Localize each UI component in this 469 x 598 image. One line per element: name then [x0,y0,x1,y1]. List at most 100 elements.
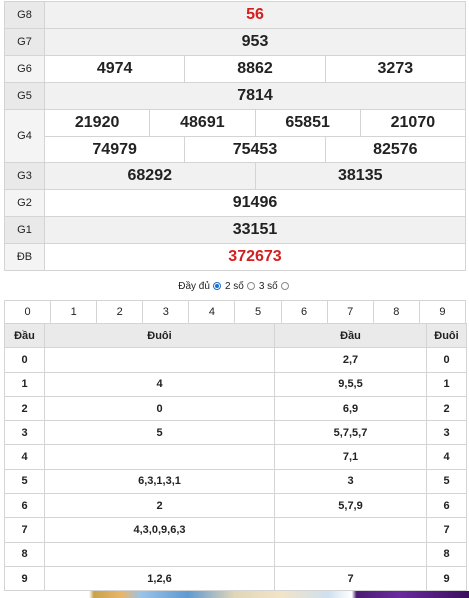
prize-number: 4974 [96,60,133,77]
loto-cell-duoi: 4,3,0,9,6,3 [44,517,275,543]
loto-table: Đầu Đuôi Đầu Đuôi 0 2,7 0 1 4 9,5,5 1 2 0 6,9 2 3 5 5… [4,322,467,592]
loto-cell-duoi: 4 [44,371,275,397]
prize-label: G3 [4,162,45,190]
digit-button[interactable]: 7 [326,301,373,323]
loto-cell-dau: 6 [4,493,45,519]
prize-label: G2 [4,189,45,217]
option-three-label[interactable]: 3 số [258,280,278,292]
radio-three-digits[interactable] [246,282,255,290]
digit-button[interactable]: 2 [96,301,142,323]
prize-row-g1: G1 33151 [4,216,466,244]
prize-number: 21070 [359,110,465,136]
prize-row-g2: G2 91496 [4,189,466,217]
header-duoi: Đuôi [426,322,467,349]
banner-strip [0,591,469,598]
option-full-label[interactable]: Đầy đủ [178,280,210,292]
prize-number: 74979 [92,140,137,158]
prize-label: G1 [4,216,45,244]
results-table: G8 56 G7 953 G6 4974 8862 3273 G5 7814 G… [4,1,466,271]
loto-cell-dau2: 2,7 [274,347,427,373]
prize-label: G6 [4,55,45,83]
loto-cell-dau2: 7 [274,565,427,592]
loto-cell-dau2: 9,5,5 [274,371,427,397]
loto-cell-dau2: 5,7,9 [274,493,427,519]
table-row: 5 6,3,1,3,1 3 5 [4,468,467,495]
prize-row-g4: G4 21920 48691 65851 21070 74979 75453 8… [4,109,466,163]
prize-row-g3: G3 68292 38135 [4,162,466,190]
prize-row-g8: G8 56 [4,1,466,29]
loto-cell-duoi [44,541,275,567]
loto-cell-duoi2: 0 [426,347,467,373]
table-row: 3 5 5,7,5,7 3 [4,420,467,446]
loto-cell-duoi2: 3 [426,420,467,446]
loto-cell-dau2: 7,1 [274,444,427,470]
prize-row-g6: G6 4974 8862 3273 [4,55,466,83]
loto-cell-dau2 [274,517,427,543]
prize-number: 75453 [184,137,324,162]
loto-cell-duoi2: 9 [426,565,467,592]
option-two-label[interactable]: 2 số [224,280,244,292]
digit-filter-row: 0 1 2 3 4 5 6 7 8 9 [4,300,466,324]
loto-cell-duoi [44,347,275,373]
prize-number: 3273 [324,56,465,82]
loto-cell-duoi: 1,2,6 [44,565,275,592]
loto-cell-duoi: 0 [44,395,275,422]
table-row: 9 1,2,6 7 9 [4,565,467,592]
loto-cell-duoi: 6,3,1,3,1 [44,468,275,495]
digit-button[interactable]: 6 [280,301,327,323]
digit-button[interactable]: 1 [50,301,96,323]
table-row: 6 2 5,7,9 6 [4,493,467,519]
radio-extra[interactable] [280,282,289,290]
table-row: 2 0 6,9 2 [4,395,467,422]
digit-button[interactable]: 5 [234,301,280,323]
loto-cell-duoi: 2 [44,493,275,519]
digit-button[interactable]: 9 [418,301,465,323]
prize-number: 56 [44,1,466,29]
prize-number: 38135 [254,163,466,189]
loto-cell-duoi: 5 [44,420,275,446]
prize-number: 82576 [324,137,465,162]
loto-cell-dau: 2 [4,395,45,422]
loto-cell-dau: 8 [4,541,45,567]
prize-label: G5 [4,82,45,110]
prize-number: 372673 [44,243,466,271]
prize-row-g5: G5 7814 [4,82,466,110]
prize-number: 8862 [184,56,324,82]
prize-number: 21920 [74,114,120,131]
loto-cell-duoi2: 7 [426,517,467,543]
table-row: 4 7,1 4 [4,444,467,470]
prize-row-g7: G7 953 [4,28,466,56]
loto-cell-dau2: 3 [274,468,427,495]
prize-number: 65851 [254,110,360,136]
loto-cell-duoi2: 2 [426,395,467,422]
loto-cell-duoi2: 8 [426,541,467,567]
loto-cell-duoi [44,444,275,470]
loto-cell-dau: 3 [4,420,45,446]
loto-cell-dau2: 6,9 [274,395,427,422]
prize-number: 91496 [44,189,466,217]
table-row: 0 2,7 0 [4,347,467,373]
loto-cell-duoi2: 5 [426,468,467,495]
loto-cell-duoi2: 4 [426,444,467,470]
prize-label: G8 [4,1,45,29]
display-options: Đầy đủ 2 số 3 số [0,279,469,293]
header-dau: Đầu [4,322,45,349]
loto-cell-duoi2: 6 [426,493,467,519]
table-row: 7 4,3,0,9,6,3 7 [4,517,467,543]
loto-cell-dau: 4 [4,444,45,470]
loto-cell-dau2: 5,7,5,7 [274,420,427,446]
loto-cell-dau: 9 [4,565,45,592]
loto-header-row: Đầu Đuôi Đầu Đuôi [4,322,467,349]
prize-number: 68292 [127,167,173,184]
loto-cell-dau2 [274,541,427,567]
prize-number: 33151 [44,216,466,244]
loto-cell-dau: 0 [4,347,45,373]
digit-button[interactable]: 4 [188,301,234,323]
prize-label: G7 [4,28,45,56]
prize-row-db: ĐB 372673 [4,243,466,271]
radio-two-digits[interactable] [212,282,221,290]
digit-button[interactable]: 3 [142,301,188,323]
digit-button[interactable]: 8 [372,301,419,323]
digit-button[interactable]: 0 [24,306,31,318]
